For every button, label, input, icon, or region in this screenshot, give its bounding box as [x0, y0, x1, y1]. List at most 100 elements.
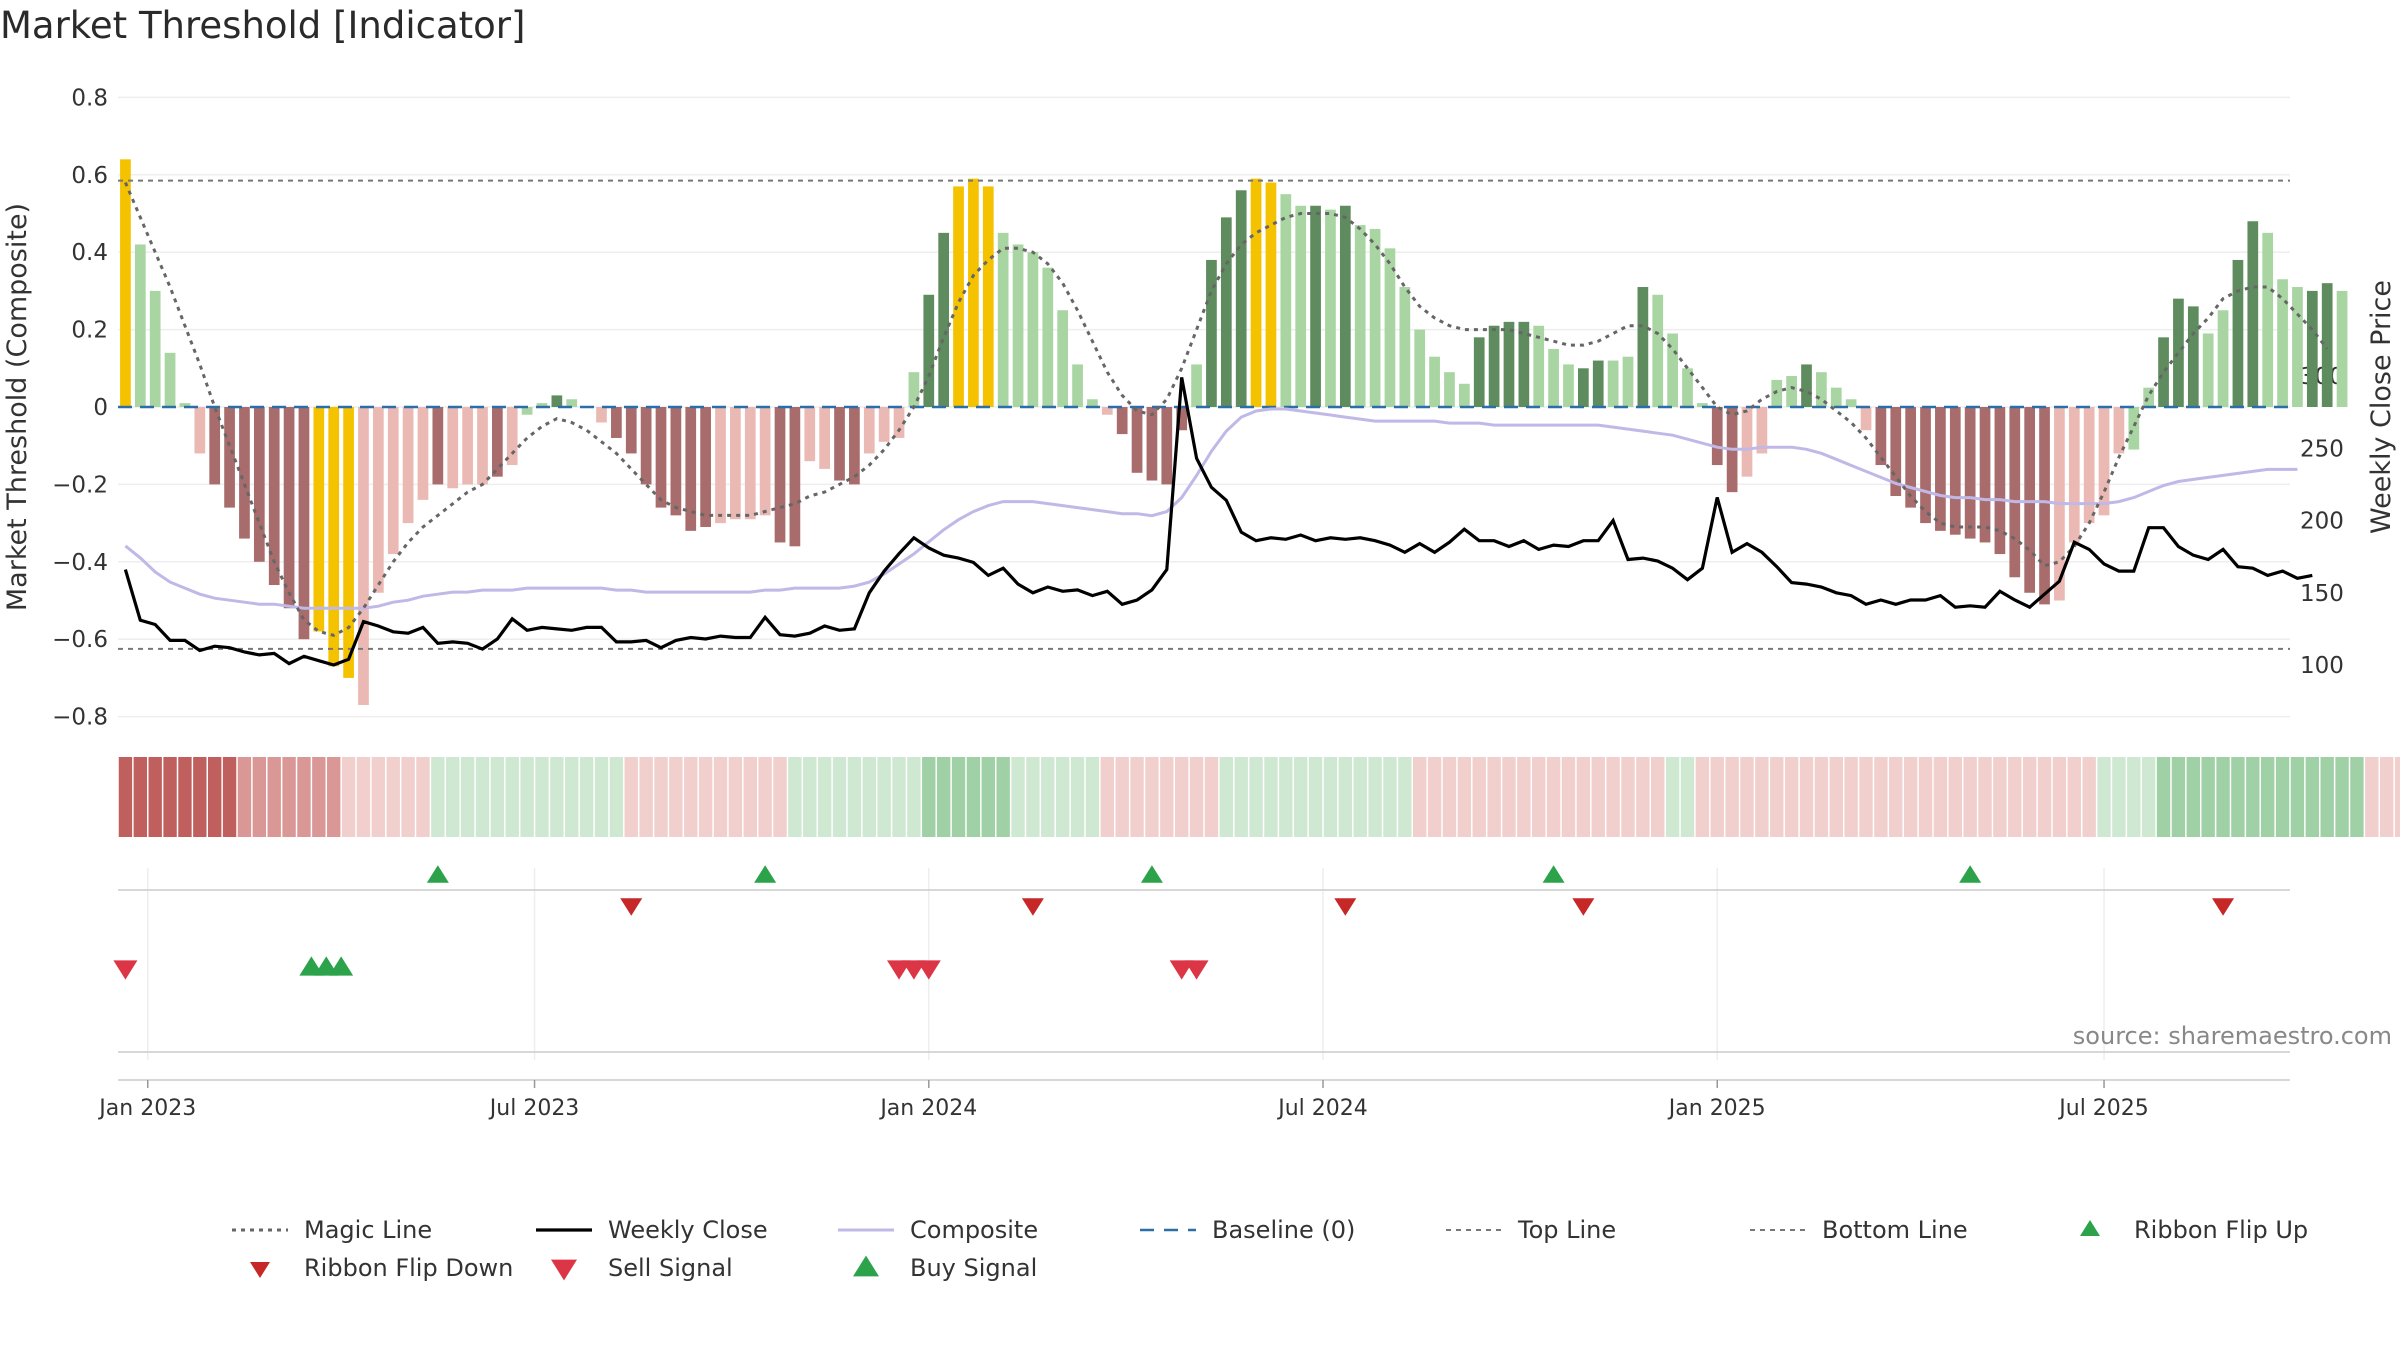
ribbon-cell — [996, 757, 1010, 837]
composite-bar — [1592, 360, 1604, 407]
composite-bar — [849, 407, 860, 485]
composite-bar — [164, 352, 176, 407]
left-tick-label: 0.8 — [71, 85, 108, 111]
left-tick-label: 0.2 — [71, 318, 108, 344]
composite-bar — [283, 407, 295, 609]
ribbon-cell — [1546, 757, 1561, 837]
x-tick-label: Jan 2025 — [1667, 1096, 1766, 1121]
ribbon-cell — [2380, 757, 2394, 837]
ribbon-cell — [2275, 757, 2290, 837]
composite-bar — [506, 407, 518, 466]
ribbon-cell — [371, 757, 386, 837]
composite-bar — [1458, 383, 1470, 407]
composite-bar — [1578, 368, 1589, 407]
ribbon-cell — [2082, 757, 2096, 837]
composite-bar — [253, 407, 265, 562]
composite-bar — [432, 407, 444, 485]
composite-bar — [134, 244, 146, 407]
composite-bar — [923, 294, 935, 407]
composite-bar — [908, 372, 920, 407]
ribbon-cell — [951, 757, 966, 837]
composite-bar — [268, 407, 280, 586]
composite-bar — [566, 399, 578, 407]
composite-bar — [759, 407, 771, 516]
ribbon-cell — [1353, 757, 1367, 837]
composite-bar — [2202, 333, 2214, 407]
composite-bar — [313, 407, 325, 632]
composite-bar — [372, 407, 384, 593]
composite-bar — [2039, 407, 2050, 605]
left-tick-label: 0.4 — [71, 240, 108, 266]
ribbon-cell — [803, 757, 817, 837]
legend-swatch-flip-up — [2080, 1220, 2100, 1236]
ribbon-flip-down-marker — [620, 898, 643, 916]
ribbon-cell — [1100, 757, 1114, 837]
ribbon-cell — [2305, 757, 2320, 837]
composite-bar — [2262, 232, 2274, 407]
ribbon-cell — [1427, 757, 1442, 837]
ribbon-cell — [713, 757, 728, 837]
ribbon-cell — [1517, 757, 1531, 837]
sell-signal-marker — [113, 960, 138, 980]
ribbon-cell — [1279, 757, 1293, 837]
composite-bar — [2277, 279, 2288, 407]
composite-bar — [1860, 407, 1872, 431]
composite-bar — [1012, 244, 1024, 407]
composite-bar — [1325, 209, 1336, 407]
ribbon-cell — [1323, 757, 1338, 837]
ribbon-cell — [1457, 757, 1472, 837]
x-tick-label: Jul 2025 — [2057, 1096, 2149, 1121]
ribbon-cell — [1413, 757, 1427, 837]
composite-bar — [1964, 407, 1976, 539]
ribbon-cell — [1532, 757, 1546, 837]
ribbon-cell — [788, 757, 802, 837]
composite-bar — [1354, 225, 1366, 407]
ribbon-cell — [535, 757, 549, 837]
ribbon-cell — [1085, 757, 1100, 837]
ribbon-cell — [966, 757, 981, 837]
ribbon-cell — [1070, 757, 1085, 837]
ribbon-cell — [2097, 757, 2111, 837]
composite-bar — [1310, 205, 1321, 407]
ribbon-cell — [1383, 757, 1397, 837]
ribbon-cell — [2141, 757, 2156, 837]
ribbon-cell — [877, 757, 891, 837]
ribbon-cell — [401, 757, 415, 837]
ribbon-cell — [1770, 757, 1784, 837]
ribbon-flip-up-marker — [1959, 865, 1982, 883]
ribbon-cell — [2186, 757, 2200, 837]
composite-bar — [700, 407, 711, 527]
ribbon-cell — [2365, 757, 2379, 837]
ribbon-cell — [1561, 757, 1576, 837]
ribbon-cell — [1502, 757, 1516, 837]
ribbon-cell — [475, 757, 490, 837]
composite-bar — [1652, 294, 1664, 407]
legend-label: Bottom Line — [1822, 1216, 1968, 1244]
composite-bar — [1994, 407, 2006, 555]
ribbon-cell — [654, 757, 668, 837]
composite-bar — [1548, 348, 1559, 407]
composite-bar — [997, 232, 1009, 407]
composite-bar — [1339, 205, 1351, 407]
ribbon-cell — [1606, 757, 1620, 837]
x-tick-label: Jul 2023 — [488, 1096, 580, 1121]
composite-bar — [1161, 407, 1173, 485]
ribbon-cell — [579, 757, 594, 837]
composite-bar — [1920, 407, 1931, 524]
ribbon-cell — [1130, 757, 1144, 837]
composite-bar — [209, 407, 221, 485]
ribbon-cell — [1948, 757, 1962, 837]
ribbon-cell — [1874, 757, 1888, 837]
legend-label: Ribbon Flip Down — [304, 1254, 513, 1282]
composite-bar — [1057, 310, 1069, 407]
composite-bar — [328, 407, 340, 667]
composite-bar — [611, 407, 622, 438]
composite-bar — [878, 407, 890, 442]
composite-bar — [2143, 387, 2155, 407]
left-axis-label: Market Threshold (Composite) — [2, 203, 33, 611]
composite-bar — [685, 407, 697, 531]
ribbon-cell — [684, 757, 698, 837]
composite-bar — [640, 407, 652, 485]
ribbon-cell — [2246, 757, 2260, 837]
